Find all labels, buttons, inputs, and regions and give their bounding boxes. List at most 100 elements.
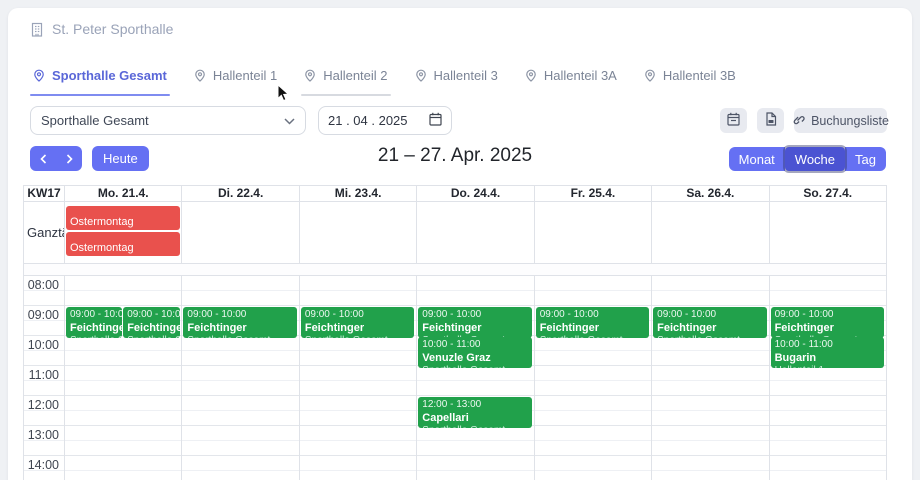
- day-column[interactable]: 09:00 - 10:00FeichtingerSporthalle Gesam…: [768, 276, 886, 480]
- event-name: Venuzle Graz: [422, 352, 491, 364]
- event-location: Sporthalle Gesamt: [422, 425, 527, 428]
- allday-cell: [298, 202, 416, 263]
- event-name: Feichtinger: [539, 322, 599, 334]
- view-switcher: Monat Woche Tag: [728, 147, 886, 171]
- location-pin-icon: [525, 69, 537, 82]
- event-location: Sporthalle Gesamt: [187, 335, 292, 338]
- allday-cell: [416, 202, 533, 263]
- time-axis: 08:00 09:00 10:00 11:00 12:00 13:00 14:00: [24, 276, 64, 480]
- day-header: Fr. 25.4.: [533, 186, 651, 201]
- event[interactable]: 10:00 - 11:00 BugarinHallenteil 1: [770, 337, 884, 368]
- event-time: 09:00 - 10:00: [304, 309, 364, 320]
- tab-hallenteil-1[interactable]: Hallenteil 1: [191, 62, 280, 96]
- allday-divider: [24, 264, 886, 276]
- pdf-export-button[interactable]: [757, 108, 784, 133]
- tab-hallenteil-2[interactable]: Hallenteil 2: [301, 62, 391, 96]
- event-time: 10:00 - 11:00: [774, 339, 833, 350]
- prev-week-button[interactable]: [30, 146, 56, 171]
- tab-sporthalle-gesamt[interactable]: Sporthalle Gesamt: [30, 62, 170, 96]
- day-column[interactable]: 09:00 - 10:00FeichtingerSporthalle Gesam…: [533, 276, 651, 480]
- event[interactable]: 12:00 - 13:00 CapellariSporthalle Gesamt: [418, 397, 532, 428]
- pdf-file-icon: [765, 112, 777, 129]
- event-name: Feichtinger: [70, 322, 123, 334]
- day-column[interactable]: 09:00 - 10:00FeichtingerSporthalle Gesam…: [416, 276, 533, 480]
- event-location: Sporthalle Gesamt: [422, 335, 527, 338]
- allday-event[interactable]: Ostermontag: [66, 206, 181, 230]
- today-button[interactable]: Heute: [92, 146, 149, 171]
- calendar-header-row: KW17 Mo. 21.4. Di. 22.4. Mi. 23.4. Do. 24.4…: [24, 186, 886, 202]
- time-grid-columns: 08:00 09:00 10:00 11:00 12:00 13:00 14:00 09:0…: [24, 276, 886, 480]
- tab-bar: Sporthalle Gesamt Hallenteil 1 Hallenteil …: [30, 62, 760, 96]
- event[interactable]: 09:00 - 10:00 FeichtingerSporthalle Gesam…: [66, 307, 123, 338]
- time-label: 08:00: [27, 278, 59, 292]
- day-column[interactable]: 09:00 - 10:00FeichtingerSporthalle Gesam…: [298, 276, 416, 480]
- week-number: KW17: [27, 186, 61, 200]
- event[interactable]: 09:00 - 10:00 FeichtingerSporthalle Gesam…: [535, 307, 650, 338]
- view-button-tag[interactable]: Tag: [845, 147, 886, 171]
- event-time: 12:00 - 13:00: [422, 399, 482, 410]
- time-grid: 08:00 09:00 10:00 11:00 12:00 13:00 14:00 09:0…: [24, 276, 886, 480]
- allday-row: Ganztägig Ostermontag Ostermontag: [24, 202, 886, 264]
- allday-label: Ganztägig: [27, 225, 64, 240]
- location-pin-icon: [194, 69, 206, 82]
- venue-select[interactable]: Sporthalle Gesamt: [30, 106, 306, 135]
- allday-cell: [768, 202, 886, 263]
- event[interactable]: 09:00 - 10:00 FeichtingerSporthalle Gesam…: [183, 307, 297, 338]
- tab-label: Hallenteil 3: [433, 68, 498, 83]
- view-button-woche[interactable]: Woche: [784, 147, 846, 171]
- location-pin-icon: [644, 69, 656, 82]
- view-button-monat[interactable]: Monat: [728, 147, 785, 171]
- tab-label: Hallenteil 1: [212, 68, 278, 83]
- booking-list-label: Buchungsliste: [811, 113, 889, 128]
- day-header: Di. 22.4.: [181, 186, 298, 201]
- calendar-icon: [429, 112, 442, 129]
- time-label: 11:00: [28, 368, 59, 382]
- event-name: Feichtinger: [304, 322, 365, 334]
- day-header: Sa. 26.4.: [651, 186, 768, 201]
- event-location: Sporthalle Gesamt: [127, 335, 180, 338]
- tab-label: Hallenteil 3B: [662, 68, 736, 83]
- day-header: Mo. 21.4.: [64, 186, 181, 201]
- allday-event-title: Ostermontag: [70, 242, 134, 254]
- tab-hallenteil-3a[interactable]: Hallenteil 3A: [522, 62, 620, 96]
- time-label: 12:00: [27, 398, 59, 412]
- event[interactable]: 09:00 - 10:00 FeichtingerSporthalle Gesam…: [653, 307, 767, 338]
- time-label: 09:00: [27, 308, 59, 322]
- date-input[interactable]: 21 . 04 . 2025: [318, 106, 452, 135]
- time-label: 10:00: [27, 338, 59, 352]
- event[interactable]: 09:00 - 10:00 FeichtingerSporthalle Gesam…: [418, 307, 532, 338]
- booking-list-button[interactable]: Buchungsliste: [793, 108, 889, 133]
- event[interactable]: 09:00 - 10:00 FeichtingerSporthalle Gesam…: [770, 307, 884, 338]
- calendar-export-button[interactable]: [720, 108, 747, 133]
- event[interactable]: 09:00 - 10:00 FeichtingerSporthalle Gesam…: [300, 307, 415, 338]
- event-name: Feichtinger: [187, 322, 247, 334]
- event-name: Bugarin: [774, 352, 817, 364]
- event-name: Capellari: [422, 412, 469, 424]
- day-column[interactable]: 09:00 - 10:00FeichtingerSporthalle Gesam…: [651, 276, 768, 480]
- facility-header: St. Peter Sporthalle: [30, 21, 173, 37]
- event-name: Feichtinger: [422, 322, 482, 334]
- next-week-button[interactable]: [56, 146, 82, 171]
- time-label: 14:00: [27, 458, 59, 472]
- calendar-export-icon: [727, 112, 740, 129]
- event-time: 09:00 - 10:00: [539, 309, 599, 320]
- tab-hallenteil-3[interactable]: Hallenteil 3: [412, 62, 501, 96]
- event-time: 09:00 - 10:00: [70, 309, 123, 320]
- allday-cell: Ostermontag Ostermontag: [64, 202, 181, 263]
- chevron-down-icon: [284, 113, 295, 128]
- event[interactable]: 09:00 - 10:00 FeichtingerSporthalle Gesam…: [123, 307, 181, 338]
- week-nav-group: [30, 146, 82, 171]
- tab-hallenteil-3b[interactable]: Hallenteil 3B: [641, 62, 739, 96]
- day-header: Do. 24.4.: [416, 186, 533, 201]
- event-location: Sporthalle Gesamt: [422, 365, 527, 368]
- allday-cell: [651, 202, 768, 263]
- week-calendar: KW17 Mo. 21.4. Di. 22.4. Mi. 23.4. Do. 24.4…: [23, 185, 887, 480]
- allday-event[interactable]: Ostermontag: [66, 232, 181, 256]
- day-column[interactable]: 09:00 - 10:00FeichtingerSporthalle Gesam…: [64, 276, 181, 480]
- day-column[interactable]: 09:00 - 10:00FeichtingerSporthalle Gesam…: [181, 276, 298, 480]
- event-location: Sporthalle Gesamt: [657, 335, 762, 338]
- location-pin-icon: [415, 69, 427, 82]
- event-name: Feichtinger: [127, 322, 181, 334]
- calendar-title: 21 – 27. Apr. 2025: [377, 145, 533, 166]
